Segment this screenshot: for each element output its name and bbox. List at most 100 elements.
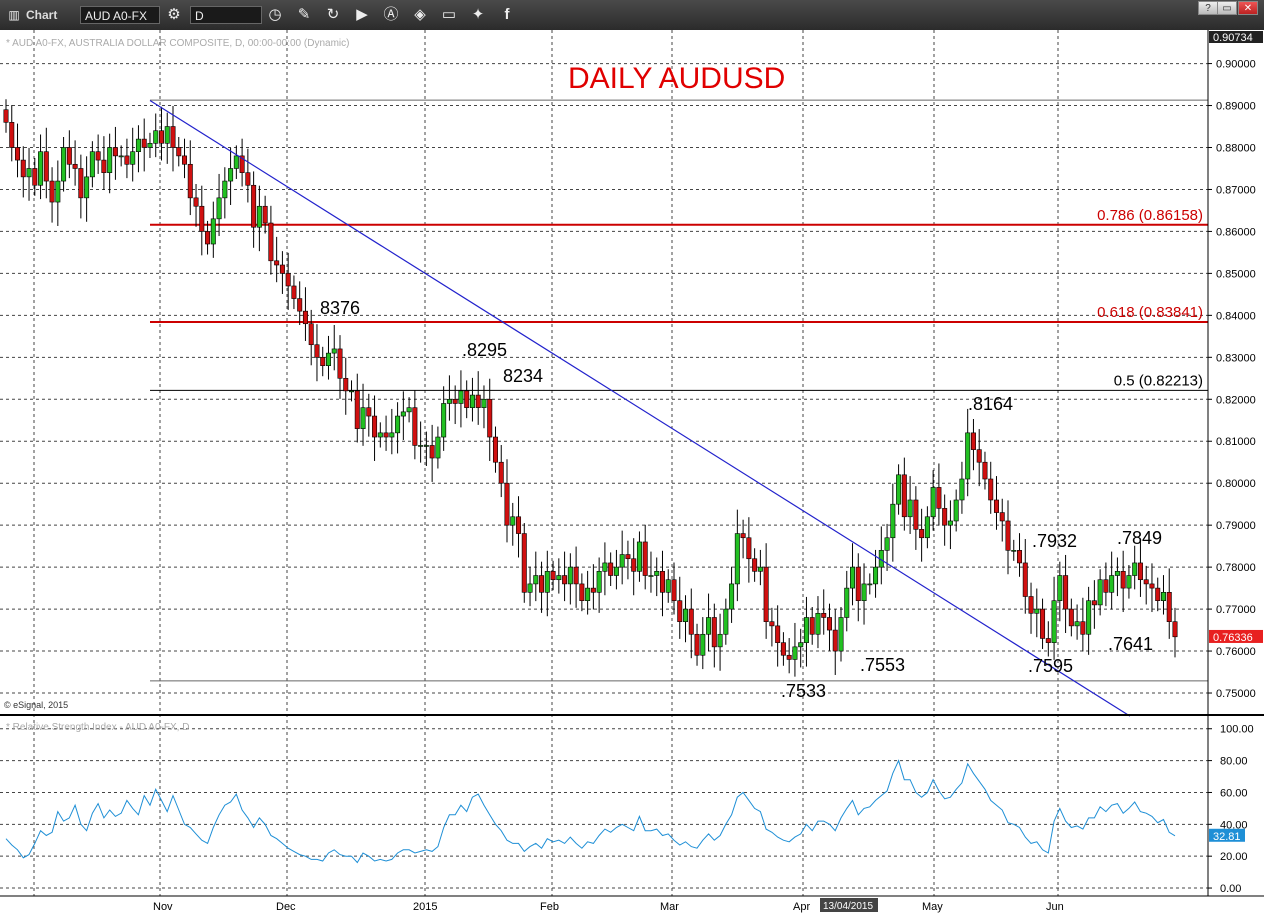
candle-body <box>844 587 850 618</box>
candle-body <box>683 608 689 622</box>
candle-body <box>72 163 78 169</box>
candle-body <box>976 449 982 463</box>
candle-body <box>786 654 792 660</box>
candle-body <box>953 499 959 522</box>
candle-body <box>625 554 631 560</box>
candle-body <box>233 155 239 169</box>
comment-icon[interactable]: ▭ <box>441 6 457 23</box>
candle-body <box>118 155 124 158</box>
facebook-icon[interactable]: f <box>504 6 510 23</box>
candle-body <box>61 147 67 182</box>
candle-body <box>210 218 216 245</box>
candle-body <box>769 621 775 627</box>
cursor-date-label: 13/04/2015 <box>823 901 873 912</box>
price-tick-label: 0.85000 <box>1216 268 1256 280</box>
candle-body <box>199 205 205 232</box>
candle-body <box>550 571 556 581</box>
chart-window-icon[interactable]: ▥ <box>8 8 20 22</box>
price-tick-label: 0.83000 <box>1216 352 1256 364</box>
symbol-input[interactable]: AUD A0-FX <box>80 6 160 24</box>
candle-body <box>1137 562 1143 581</box>
candle-body <box>38 151 44 186</box>
candle-body <box>602 562 608 572</box>
candle-body <box>821 612 827 618</box>
candle-body <box>1011 550 1017 552</box>
candle-body <box>279 264 285 274</box>
candle-body <box>3 109 9 123</box>
draw-pencil-icon[interactable]: ✎ <box>297 6 311 23</box>
refresh-icon[interactable]: ↻ <box>326 6 340 23</box>
interval-select[interactable]: D <box>190 6 262 24</box>
candle-body <box>556 575 562 581</box>
candle-body <box>268 222 274 262</box>
candle-body <box>631 558 637 572</box>
candle-body <box>533 575 539 585</box>
price-tick-label: 0.76000 <box>1216 646 1256 658</box>
rsi-header: * Relative Strength Index - AUD A0-FX, D <box>6 722 189 733</box>
candle-body <box>383 432 389 438</box>
chart-background <box>0 30 1264 914</box>
candle-body <box>228 168 234 182</box>
help-icon[interactable]: ? <box>1198 1 1218 15</box>
axes: 0.90000 0.89000 0.88000 0.87000 0.86000 0.850… <box>0 30 1264 913</box>
candle-body <box>9 122 15 148</box>
trendline[interactable] <box>149 99 1131 717</box>
candle-body <box>308 323 314 346</box>
candle-body <box>291 285 297 299</box>
candle-body <box>573 566 579 585</box>
candle-body <box>1172 621 1178 638</box>
price-tick-label: 0.89000 <box>1216 101 1256 113</box>
candle-body <box>746 537 752 560</box>
copyright: © eSignal, 2015 <box>4 700 68 710</box>
candle-body <box>349 390 355 393</box>
candle-body <box>130 151 136 165</box>
tag-icon[interactable]: ◈ <box>414 6 426 23</box>
candle-body <box>1017 550 1023 564</box>
play-icon[interactable]: ▶ <box>356 6 368 23</box>
chart-header: * AUD A0-FX, AUSTRALIA DOLLAR COMPOSITE,… <box>6 38 349 49</box>
alert-icon[interactable]: Ⓐ <box>383 6 399 23</box>
candle-body <box>527 583 533 593</box>
candle-body <box>389 432 395 438</box>
candle-body <box>729 583 735 610</box>
candle-body <box>642 541 648 576</box>
candle-body <box>850 566 856 589</box>
rsi-tick-label: 0.00 <box>1220 883 1241 895</box>
candle-body <box>648 575 654 577</box>
candle-body <box>124 155 130 165</box>
twitter-icon[interactable]: ✦ <box>471 6 485 23</box>
candle-body <box>452 398 458 404</box>
candle-body <box>792 646 798 660</box>
candle-body <box>539 575 545 593</box>
x-tick-label: Dec <box>276 901 296 913</box>
rsi-tick-label: 40.00 <box>1220 819 1248 831</box>
candle-body <box>343 377 349 392</box>
clock-icon[interactable]: ◷ <box>268 6 282 23</box>
candle-body <box>723 608 729 635</box>
close-icon[interactable]: ✕ <box>1238 1 1258 15</box>
candle-body <box>1166 592 1172 622</box>
candle-body <box>901 474 907 518</box>
price-annotation: .8164 <box>968 394 1013 414</box>
candle-body <box>487 398 493 438</box>
chart-area[interactable]: 0.786 (0.86158) 0.618 (0.83841) 0.5 (0.822… <box>0 30 1264 914</box>
candle-body <box>26 168 32 178</box>
candle-body <box>694 633 700 656</box>
symbol-settings-icon[interactable]: ⚙ <box>167 6 181 23</box>
price-tick-label: 0.84000 <box>1216 310 1256 322</box>
minimize-icon[interactable]: ▭ <box>1217 1 1237 15</box>
price-annotation: .7641 <box>1108 634 1153 654</box>
candle-body <box>567 566 573 585</box>
candle-body <box>1160 592 1166 601</box>
rsi-tick-label: 20.00 <box>1220 851 1248 863</box>
candlestick-series <box>3 99 1178 677</box>
top-value-label: 0.90734 <box>1213 32 1253 44</box>
candle-body <box>826 617 832 631</box>
price-annotation: .7553 <box>860 655 905 675</box>
candle-body <box>400 411 406 417</box>
rsi-line <box>5 759 1176 864</box>
fib-level-label: 0.786 (0.86158) <box>1097 207 1203 224</box>
candle-body <box>993 499 999 513</box>
candle-body <box>775 625 781 643</box>
candle-body <box>147 143 153 148</box>
